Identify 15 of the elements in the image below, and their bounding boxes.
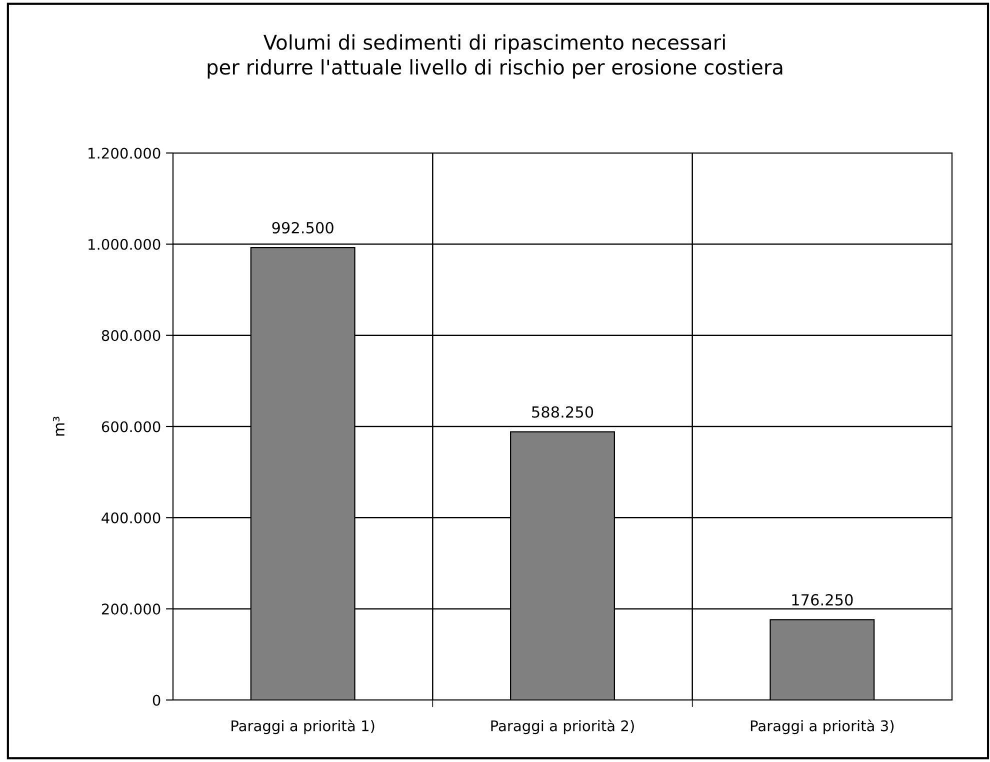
y-tick-label: 1.200.000 xyxy=(88,148,160,159)
data-label: 588.250 xyxy=(532,406,594,418)
y-tick-label: 1.000.000 xyxy=(88,238,160,250)
x-tick-label: Paraggi a priorità 2) xyxy=(491,719,634,734)
y-tick-label: 400.000 xyxy=(102,512,160,524)
y-axis-title: m³ xyxy=(53,416,64,436)
y-tick-label: 800.000 xyxy=(102,330,160,342)
chart-title: Volumi di sedimenti di ripascimento necessari per ridurre l'attuale livello di rischio per erosione costiera xyxy=(208,34,782,79)
data-label: 176.250 xyxy=(792,594,853,606)
data-label: 992.500 xyxy=(272,222,334,234)
x-tick-label: Paraggi a priorità 1) xyxy=(232,719,374,734)
y-tick-label: 200.000 xyxy=(102,604,160,615)
x-tick-label: Paraggi a priorità 3) xyxy=(750,719,894,734)
y-tick-label: 0 xyxy=(152,694,160,706)
y-tick-label: 600.000 xyxy=(102,421,160,432)
